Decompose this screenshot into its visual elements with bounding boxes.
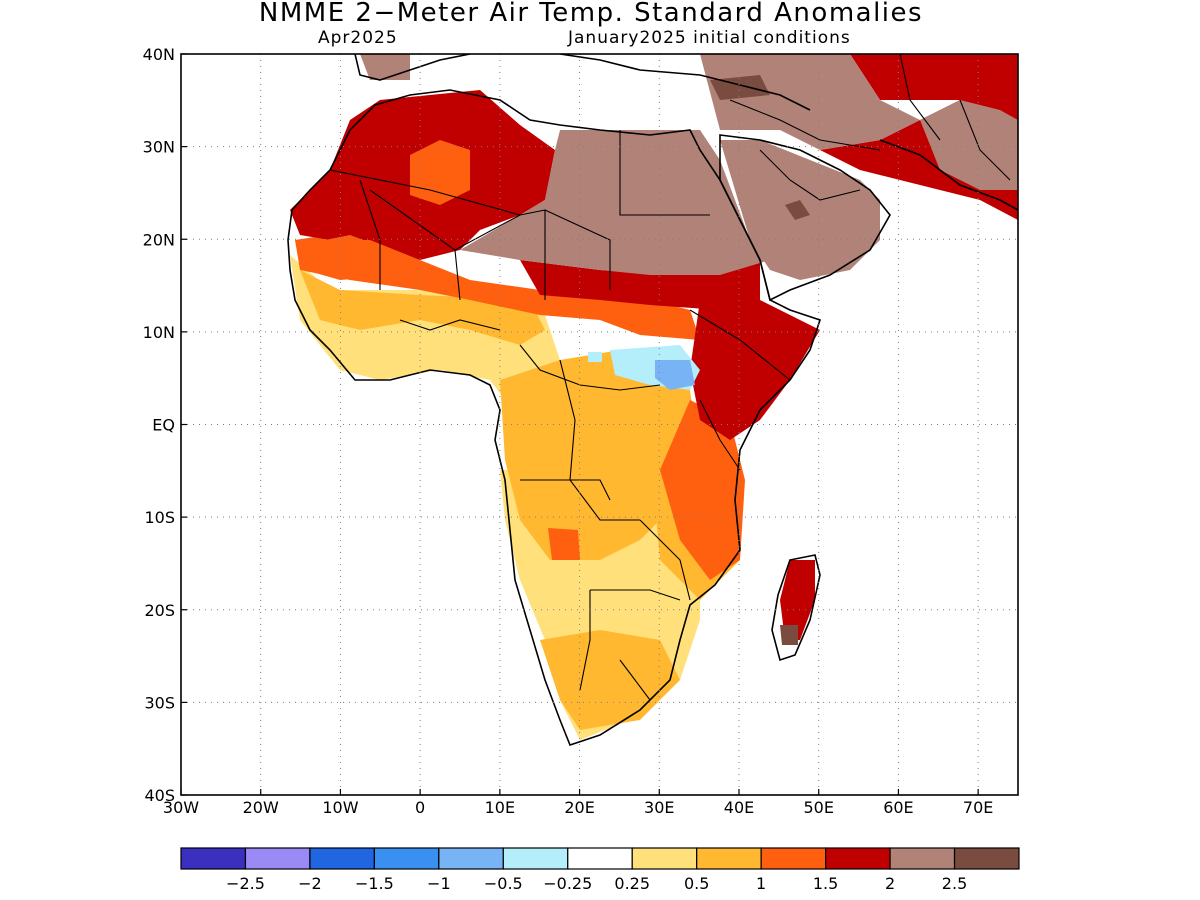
shade-red-horn (690, 300, 820, 440)
lon-tick-label: 20E (564, 798, 594, 817)
lon-tick-label: 10E (485, 798, 515, 817)
lon-tick-label: 50E (803, 798, 833, 817)
shade-darkorange-angola (548, 528, 580, 560)
colorbar: −2.5 −2 −1.5 −1 −0.5 −0.25 0.25 0.5 1 1.5 2 2.5 (180, 847, 1020, 893)
colorbar-label: 1.5 (813, 874, 838, 893)
lat-tick-label: 10S (144, 508, 175, 527)
lat-tick-label: 40S (144, 786, 175, 805)
colorbar-swatch (373, 847, 440, 870)
lon-tick-label: 20W (243, 798, 279, 817)
colorbar-label: 2 (885, 874, 895, 893)
lat-tick-label: EQ (152, 416, 175, 435)
colorbar-label: −2 (298, 874, 322, 893)
colorbar-swatch (502, 847, 569, 870)
shade-brown-libya-egypt (460, 130, 770, 275)
africa-coastline (287, 89, 822, 746)
lon-tick-label: 30W (163, 798, 199, 817)
borders (329, 54, 1011, 701)
colorbar-swatch (825, 847, 891, 870)
colorbar-label: 0.5 (684, 874, 709, 893)
lon-tick-label: 10W (322, 798, 358, 817)
colorbar-swatch (631, 847, 698, 870)
shade-red-iberia (850, 54, 1018, 100)
colorbar-swatch (244, 847, 311, 870)
lat-tick-label: 40N (143, 45, 175, 64)
lat-tick-label: 10N (143, 323, 175, 342)
map-title: NMME 2−Meter Air Temp. Standard Anomalie… (258, 0, 924, 28)
arabia-coastline (719, 134, 891, 302)
lon-tick-label: 40E (724, 798, 754, 817)
shade-darkbrown-madagascar (780, 625, 798, 645)
lon-tick-label: 30E (644, 798, 674, 817)
shade-darkbrown-spot (785, 200, 810, 220)
lat-tick-label: 20N (143, 230, 175, 249)
mediterranean-coast (559, 54, 811, 111)
shade-red-madagascar (780, 560, 815, 640)
shade-brown-iran (920, 100, 1018, 190)
colorbar-label: −0.5 (484, 874, 523, 893)
longitude-axis: 30W 20W 10W 0 10E 20E 30E 40E 50E 60E 70E (163, 789, 993, 817)
colorbar-label: −1.5 (355, 874, 394, 893)
colorbar-swatch (696, 847, 762, 870)
lon-tick-label: 0 (415, 798, 425, 817)
colorbar-label: 0.25 (614, 874, 650, 893)
colorbar-label: −1 (427, 874, 451, 893)
shade-cool-medium (655, 360, 695, 390)
colorbar-swatch (567, 847, 633, 870)
map-plot-area (287, 54, 1018, 746)
initial-conditions: January2025 initial conditions (568, 28, 851, 48)
coastlines (287, 54, 1018, 746)
colorbar-swatch (889, 847, 956, 870)
colorbar-label: 2.5 (942, 874, 967, 893)
madagascar-coastline (771, 554, 821, 662)
colorbar-swatch (309, 847, 375, 870)
iran-coastline (879, 139, 1018, 211)
shade-orange-wsahel (300, 235, 400, 280)
colorbar-label: −0.25 (543, 874, 592, 893)
lat-tick-label: 30S (144, 693, 175, 712)
lat-tick-label: 30N (143, 138, 175, 157)
shade-cool-spot (588, 352, 602, 362)
lon-tick-label: 60E (883, 798, 913, 817)
lon-tick-label: 70E (963, 798, 993, 817)
shade-orange-south (540, 630, 680, 730)
forecast-month: Apr2025 (318, 28, 398, 48)
shade-orange-central (500, 350, 700, 560)
europe-coastline (354, 54, 471, 81)
colorbar-label: −2.5 (226, 874, 265, 893)
colorbar-swatch (180, 847, 247, 870)
colorbar-swatch (760, 847, 827, 870)
lat-tick-label: 20S (144, 601, 175, 620)
colorbar-swatch (953, 847, 1020, 870)
latitude-axis: 40N 30N 20N 10N EQ 10S 20S 30S 40S (143, 45, 187, 805)
shade-darkorange-sahel (295, 230, 700, 340)
colorbar-swatch (438, 847, 504, 870)
shading-layer (290, 54, 1018, 740)
colorbar-label: 1 (756, 874, 766, 893)
